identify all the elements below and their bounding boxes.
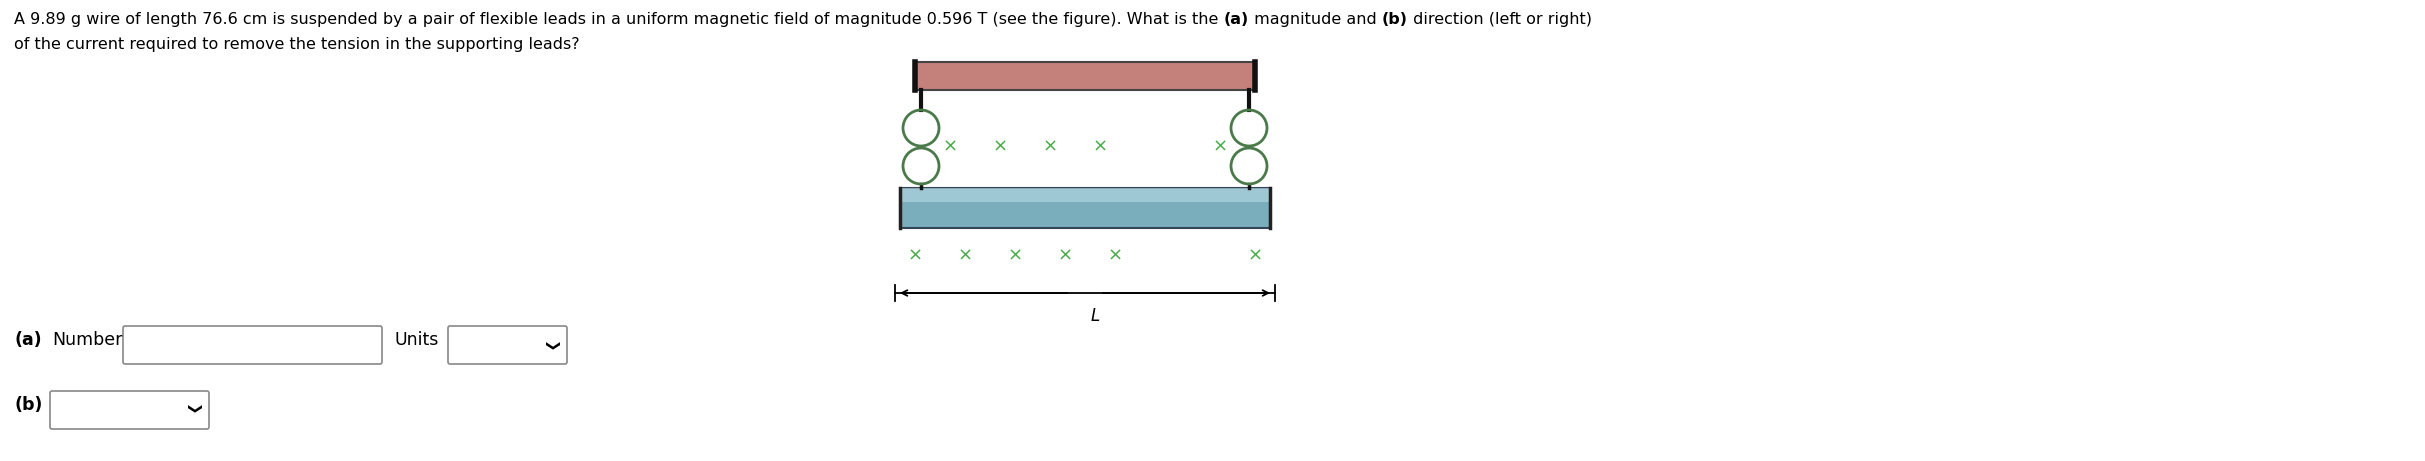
Text: Units: Units xyxy=(393,331,439,349)
Text: L: L xyxy=(1091,307,1099,325)
Text: ×: × xyxy=(1091,138,1108,156)
FancyBboxPatch shape xyxy=(51,391,209,429)
Text: (b): (b) xyxy=(1382,12,1406,27)
Text: ×: × xyxy=(1212,138,1227,156)
Text: (b): (b) xyxy=(15,396,41,414)
Text: ×: × xyxy=(1043,138,1057,156)
Text: direction (left or right): direction (left or right) xyxy=(1406,12,1591,27)
Text: ×: × xyxy=(1246,247,1263,265)
Text: ×: × xyxy=(958,247,972,265)
FancyBboxPatch shape xyxy=(449,326,567,364)
Text: ×: × xyxy=(907,247,922,265)
Bar xyxy=(900,188,1271,202)
FancyBboxPatch shape xyxy=(124,326,383,364)
Text: ×: × xyxy=(1108,247,1123,265)
Text: (a): (a) xyxy=(15,331,41,349)
Text: ❯: ❯ xyxy=(543,341,558,353)
Text: ×: × xyxy=(1057,247,1072,265)
Text: of the current required to remove the tension in the supporting leads?: of the current required to remove the te… xyxy=(15,37,580,52)
Text: A 9.89 g wire of length 76.6 cm is suspended by a pair of flexible leads in a un: A 9.89 g wire of length 76.6 cm is suspe… xyxy=(15,12,1225,27)
Text: Number: Number xyxy=(51,331,121,349)
Text: ❯: ❯ xyxy=(184,404,199,416)
Text: ×: × xyxy=(992,138,1006,156)
Text: ×: × xyxy=(1006,247,1023,265)
Text: magnitude and: magnitude and xyxy=(1249,12,1382,27)
Bar xyxy=(914,62,1256,90)
Text: ×: × xyxy=(943,138,958,156)
Bar xyxy=(900,188,1271,228)
Text: (a): (a) xyxy=(1225,12,1249,27)
